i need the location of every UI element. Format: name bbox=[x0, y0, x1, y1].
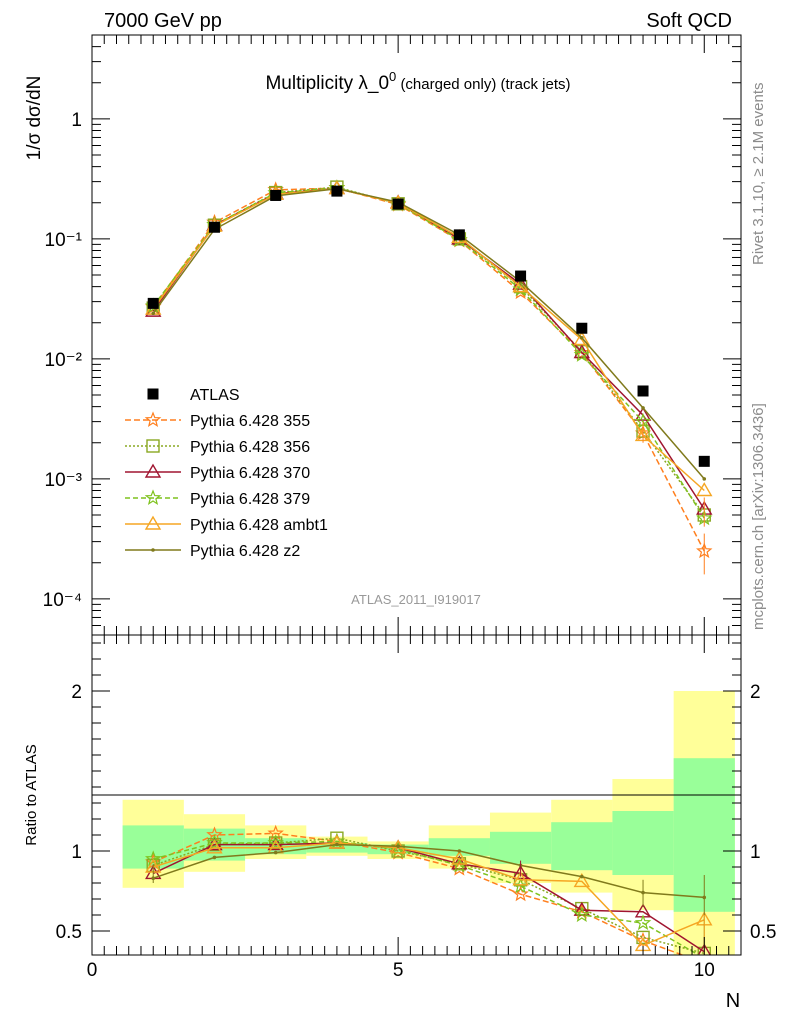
header-category: Soft QCD bbox=[646, 10, 732, 32]
legend-label: Pythia 6.428 z2 bbox=[190, 543, 300, 560]
series-line bbox=[152, 187, 705, 510]
ratio-point bbox=[636, 930, 650, 945]
y-tick-label-bottom-right: 0.5 bbox=[750, 922, 776, 943]
atlas-data-point bbox=[270, 189, 282, 201]
series-point bbox=[151, 311, 156, 316]
ratio-point bbox=[267, 834, 284, 851]
series-point bbox=[580, 335, 584, 340]
uncertainty-band-green bbox=[551, 822, 613, 871]
legend-label: Pythia 6.428 355 bbox=[190, 413, 310, 430]
ratio-point bbox=[512, 885, 529, 902]
y-tick-label-top: 1 bbox=[71, 110, 82, 131]
atlas-data-point bbox=[147, 297, 159, 309]
legend-marker bbox=[144, 515, 162, 530]
ratio-point bbox=[206, 834, 223, 851]
y-axis-label-bottom: Ratio to ATLAS bbox=[23, 744, 40, 845]
series-point bbox=[696, 482, 713, 497]
series-point bbox=[634, 406, 652, 421]
series-point bbox=[702, 477, 707, 481]
ratio-line bbox=[152, 842, 705, 947]
uncertainty-band-green bbox=[367, 844, 429, 855]
ratio-plot-panel: 0.5 0.5 1 1 2 2 0 5 10 Ratio to ATLAS N bbox=[23, 634, 776, 1012]
ratio-point bbox=[451, 850, 468, 865]
uncertainty-band-green bbox=[428, 838, 490, 856]
main-plot-panel: 10⁻⁴ 10⁻³ 10⁻² 10⁻¹ 1 Multiplicity λ_00 (cha… bbox=[24, 34, 742, 636]
ratio-point bbox=[697, 943, 712, 955]
legend-marker bbox=[144, 411, 162, 428]
ratio-point bbox=[144, 850, 162, 867]
ratio-line bbox=[152, 832, 685, 955]
x-tick-label: 5 bbox=[393, 960, 404, 981]
ratio-point bbox=[512, 871, 529, 886]
ratio-line bbox=[152, 843, 705, 899]
ratio-point bbox=[206, 839, 223, 854]
ratio-point bbox=[212, 855, 217, 860]
plot-title: Multiplicity λ_00 (charged only) (track … bbox=[265, 69, 570, 94]
y-axis-label-top: 1/σ dσ/dN bbox=[24, 76, 45, 161]
bottom-frame bbox=[91, 634, 742, 956]
y-tick-label-top: 10⁻² bbox=[45, 350, 83, 371]
ratio-line bbox=[153, 840, 701, 955]
series-point bbox=[641, 406, 645, 410]
ratio-point bbox=[573, 906, 591, 923]
atlas-data-point bbox=[637, 385, 649, 397]
uncertainty-band-green bbox=[489, 831, 552, 864]
series-point bbox=[573, 331, 591, 346]
legend-marker bbox=[144, 489, 162, 506]
atlas-data-point bbox=[208, 221, 220, 233]
ratio-point bbox=[273, 850, 278, 855]
ratio-point bbox=[396, 844, 400, 848]
y-tick-label-bottom-left: 1 bbox=[71, 842, 82, 863]
legend-label: ATLAS bbox=[190, 387, 240, 404]
legend-marker bbox=[151, 548, 155, 552]
rivet-version-label: Rivet 3.1.10, ≥ 2.1M events bbox=[750, 83, 767, 266]
legend-label: Pythia 6.428 379 bbox=[190, 491, 310, 508]
y-tick-label-bottom-right: 1 bbox=[750, 842, 761, 863]
legend-label: Pythia 6.428 370 bbox=[190, 465, 310, 482]
ratio-point bbox=[328, 834, 346, 849]
header-process: 7000 GeV pp bbox=[104, 10, 222, 32]
series-point bbox=[573, 344, 591, 360]
ratio-point bbox=[457, 849, 462, 853]
x-axis-label: N bbox=[726, 990, 740, 1012]
ratio-point bbox=[451, 856, 468, 873]
atlas-data-point bbox=[331, 185, 343, 197]
legend-label: Pythia 6.428 356 bbox=[190, 439, 310, 456]
mcplots-label: mcplots.cern.ch [arXiv:1306.3436] bbox=[750, 403, 767, 630]
legend-label: Pythia 6.428 ambt1 bbox=[190, 517, 328, 534]
legend-marker-atlas bbox=[147, 388, 159, 400]
legend-marker bbox=[146, 439, 160, 453]
ratio-line bbox=[152, 842, 705, 953]
atlas-data-point bbox=[453, 229, 465, 241]
watermark-label: ATLAS_2011_I919017 bbox=[351, 592, 481, 607]
ratio-line bbox=[152, 837, 705, 955]
ratio-point bbox=[573, 873, 591, 888]
series-line bbox=[152, 187, 705, 492]
ratio-point bbox=[335, 842, 339, 847]
legend: ATLAS Pythia 6.428 355 Pythia 6.428 356 Pyt… bbox=[125, 387, 328, 560]
y-tick-label-top: 10⁻³ bbox=[45, 470, 83, 491]
atlas-data-point bbox=[515, 270, 527, 282]
atlas-data-point bbox=[392, 198, 404, 210]
y-tick-label-top: 10⁻¹ bbox=[45, 230, 83, 251]
series-line bbox=[152, 187, 705, 480]
atlas-data-point bbox=[576, 322, 588, 334]
uncertainty-band-green bbox=[612, 811, 674, 875]
x-tick-label: 10 bbox=[694, 960, 715, 981]
legend-marker bbox=[144, 463, 162, 478]
x-tick-label: 0 bbox=[87, 960, 98, 981]
ratio-point bbox=[580, 874, 584, 879]
y-tick-label-bottom-left: 2 bbox=[71, 682, 82, 703]
y-tick-label-bottom-right: 2 bbox=[750, 682, 761, 703]
ratio-point bbox=[512, 877, 529, 894]
series-point bbox=[573, 346, 591, 362]
atlas-data-point bbox=[698, 455, 710, 467]
y-tick-label-top: 10⁻⁴ bbox=[43, 590, 82, 611]
ratio-point bbox=[634, 914, 652, 931]
y-tick-label-bottom-left: 0.5 bbox=[56, 922, 82, 943]
